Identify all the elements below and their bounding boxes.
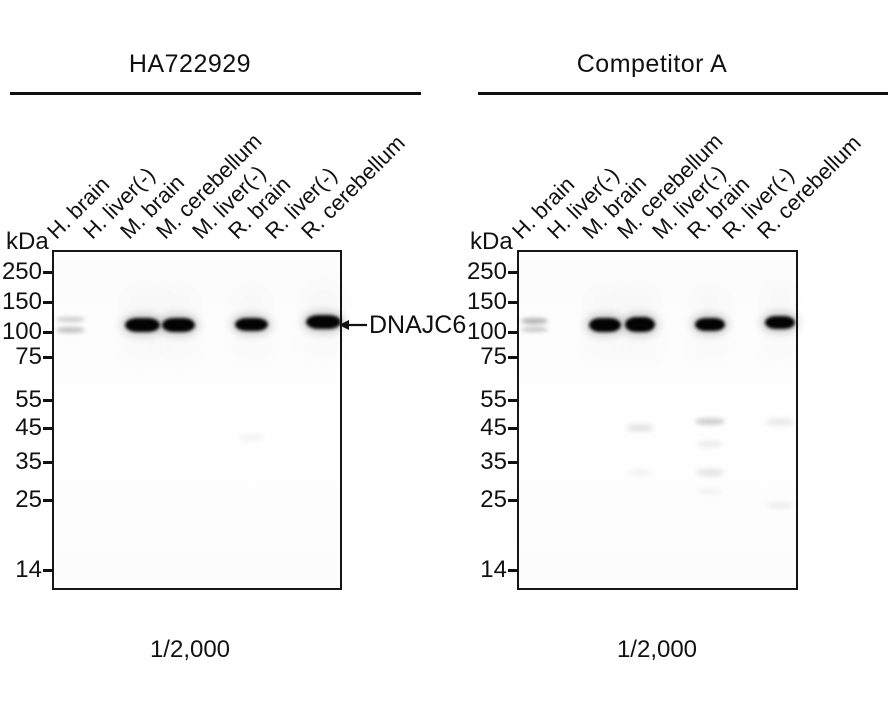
marker-45-kda-right: 45 bbox=[480, 414, 507, 441]
band-r-brain-42kda-left bbox=[238, 434, 265, 440]
title-underline-left bbox=[10, 92, 421, 95]
marker-250-kda-right: 250 bbox=[466, 258, 507, 285]
band-r-brain-110kda-right bbox=[695, 318, 726, 332]
band-r-brain-47kda-right bbox=[695, 418, 726, 426]
marker-tick-25-left bbox=[43, 499, 52, 502]
band-r-cerebellum-113kda-right bbox=[765, 316, 796, 330]
marker-tick-55-right bbox=[508, 399, 517, 402]
marker-25-kda-left: 25 bbox=[15, 486, 42, 513]
marker-14-kda-right: 14 bbox=[480, 556, 507, 583]
marker-45-kda-left: 45 bbox=[15, 414, 42, 441]
band-h-brain-103kda-right bbox=[521, 327, 549, 333]
left-arrow-icon bbox=[339, 319, 367, 330]
marker-tick-14-left bbox=[43, 569, 52, 572]
blot-membrane-right bbox=[517, 250, 798, 590]
band-r-brain-32kda-right bbox=[696, 468, 725, 476]
dilution-label-right: 1/2,000 bbox=[616, 636, 698, 663]
band-h-brain-103kda-left bbox=[55, 326, 85, 333]
marker-tick-55-left bbox=[43, 399, 52, 402]
marker-tick-100-right bbox=[508, 331, 517, 334]
band-r-brain-40kda-right bbox=[697, 440, 724, 447]
blot-membrane-left bbox=[52, 250, 342, 590]
marker-tick-250-right bbox=[508, 271, 517, 274]
dilution-label-left: 1/2,000 bbox=[149, 636, 231, 663]
marker-35-kda-right: 35 bbox=[480, 448, 507, 475]
marker-tick-100-left bbox=[43, 331, 52, 334]
marker-tick-45-left bbox=[43, 427, 52, 430]
band-m-cerebellum-110kda-right bbox=[624, 317, 655, 333]
marker-150-kda-right: 150 bbox=[466, 288, 507, 315]
marker-tick-45-right bbox=[508, 427, 517, 430]
marker-100-kda-left: 100 bbox=[1, 318, 42, 345]
band-h-brain-116kda-right bbox=[521, 318, 549, 325]
marker-tick-150-left bbox=[43, 301, 52, 304]
marker-tick-25-right bbox=[508, 499, 517, 502]
marker-75-kda-right: 75 bbox=[480, 343, 507, 370]
band-r-brain-110kda-left bbox=[234, 318, 268, 332]
marker-100-kda-right: 100 bbox=[466, 318, 507, 345]
band-r-cerebellum-24kda-right bbox=[767, 501, 794, 508]
target-protein-label: DNAJC6 bbox=[369, 310, 467, 339]
marker-tick-150-right bbox=[508, 301, 517, 304]
marker-tick-35-left bbox=[43, 461, 52, 464]
band-m-brain-110kda-left bbox=[125, 317, 161, 332]
marker-35-kda-left: 35 bbox=[15, 448, 42, 475]
marker-55-kda-right: 55 bbox=[480, 386, 507, 413]
band-m-brain-110kda-right bbox=[588, 317, 621, 332]
marker-14-kda-left: 14 bbox=[15, 556, 42, 583]
band-r-brain-27kda-right bbox=[697, 488, 724, 494]
kda-unit-label-left: kDa bbox=[6, 228, 49, 255]
marker-tick-14-right bbox=[508, 569, 517, 572]
panel-title-left: HA722929 bbox=[128, 50, 252, 78]
marker-55-kda-left: 55 bbox=[15, 386, 42, 413]
marker-150-kda-left: 150 bbox=[1, 288, 42, 315]
marker-250-kda-left: 250 bbox=[1, 258, 42, 285]
marker-tick-75-right bbox=[508, 356, 517, 359]
band-r-cerebellum-47kda-right bbox=[766, 418, 795, 425]
marker-tick-250-left bbox=[43, 271, 52, 274]
band-m-cerebellum-110kda-left bbox=[162, 317, 196, 332]
band-r-cerebellum-114kda-left bbox=[306, 315, 342, 330]
title-underline-right bbox=[478, 92, 888, 95]
panel-title-right: Competitor A bbox=[576, 50, 728, 78]
kda-unit-label-right: kDa bbox=[470, 228, 513, 255]
marker-25-kda-right: 25 bbox=[480, 486, 507, 513]
marker-75-kda-left: 75 bbox=[15, 343, 42, 370]
marker-tick-75-left bbox=[43, 356, 52, 359]
band-m-cerebellum-32kda-right bbox=[627, 469, 652, 475]
marker-tick-35-right bbox=[508, 461, 517, 464]
band-m-cerebellum-45kda-right bbox=[625, 425, 654, 431]
band-h-brain-118kda-left bbox=[55, 317, 85, 323]
band-annotation: DNAJC6 bbox=[339, 312, 466, 338]
